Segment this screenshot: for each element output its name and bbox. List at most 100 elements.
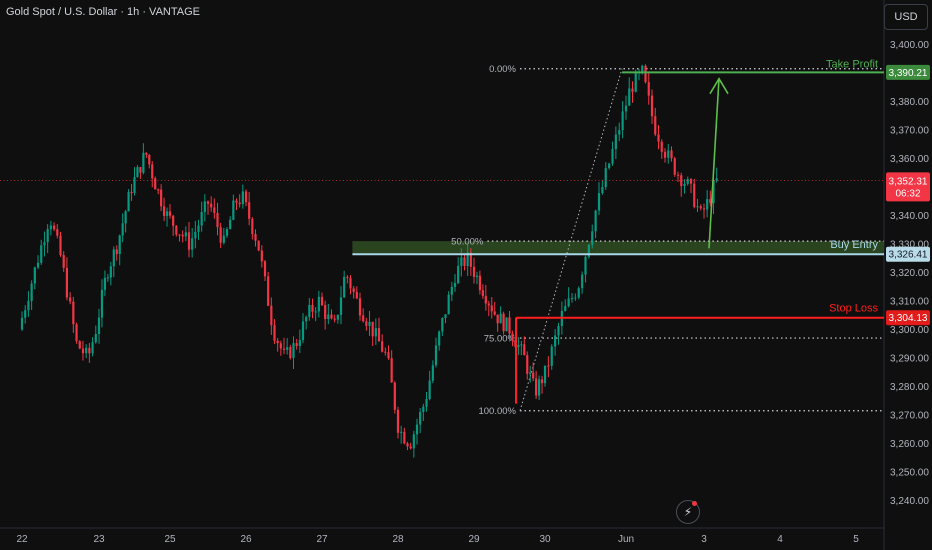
candle-body xyxy=(577,288,580,298)
candle-body xyxy=(621,111,624,131)
candle-body xyxy=(238,202,241,205)
candle-body xyxy=(490,305,493,312)
candle-body xyxy=(614,134,617,150)
candle-body xyxy=(206,201,210,204)
candle-body xyxy=(175,225,178,235)
candle-body xyxy=(327,314,330,320)
candle-body xyxy=(428,380,431,399)
candle-body xyxy=(618,130,621,135)
candle-body xyxy=(267,276,270,306)
stop-loss-label: Stop Loss xyxy=(829,303,878,315)
candle-body xyxy=(222,235,225,243)
candle-body xyxy=(62,255,65,268)
candle-body xyxy=(305,316,308,322)
price-tick-label: 3,300.00 xyxy=(890,325,929,336)
candle-body xyxy=(550,346,553,366)
time-tick-label: 28 xyxy=(392,534,404,545)
candle-body xyxy=(115,249,118,255)
candle-body xyxy=(320,296,324,306)
candle-body xyxy=(472,266,476,277)
candle-body xyxy=(597,193,601,211)
fib-level-label: 50.00% xyxy=(451,237,484,248)
candle-body xyxy=(118,235,121,255)
candle-body xyxy=(81,348,85,354)
candle-body xyxy=(693,183,696,208)
candle-body xyxy=(657,134,660,142)
candle-body xyxy=(100,289,104,318)
candle-body xyxy=(377,328,381,342)
candle-body xyxy=(570,297,574,299)
candle-body xyxy=(673,158,676,175)
candle-body xyxy=(181,234,184,237)
candle-body xyxy=(475,275,479,277)
price-tick-label: 3,330.00 xyxy=(890,240,929,251)
candle-body xyxy=(210,203,213,208)
time-tick-label: 27 xyxy=(316,534,328,545)
candle-body xyxy=(187,232,191,250)
candle-body xyxy=(40,245,43,263)
stop-loss-price-tag: 3,304.13 xyxy=(889,313,928,324)
candle-body xyxy=(219,227,222,243)
time-tick-label: 26 xyxy=(240,534,252,545)
candle-body xyxy=(529,372,532,374)
candle-body xyxy=(444,314,447,318)
candle-body xyxy=(484,296,487,304)
candle-body xyxy=(496,314,499,324)
candle-body xyxy=(537,379,541,396)
candle-body xyxy=(355,291,358,299)
candle-body xyxy=(493,311,496,315)
candle-body xyxy=(346,276,349,278)
take-profit-price-tag-bg xyxy=(886,64,930,80)
candle-body xyxy=(403,431,406,444)
candle-body xyxy=(200,212,203,226)
candle-body xyxy=(69,297,72,302)
symbol-title: Gold Spot / U.S. Dollar · 1h · VANTAGE xyxy=(6,6,200,18)
candle-body xyxy=(422,406,425,413)
currency-button[interactable]: USD xyxy=(884,4,928,30)
target-arrow-line xyxy=(708,78,720,249)
candle-body xyxy=(676,174,680,176)
candle-body xyxy=(628,88,631,106)
candle-body xyxy=(712,180,715,204)
candle-body xyxy=(142,152,145,173)
candle-body xyxy=(463,257,466,267)
candle-body xyxy=(248,202,251,219)
candle-body xyxy=(339,297,343,315)
candle-body xyxy=(574,297,577,299)
candle-body xyxy=(78,341,81,349)
price-tick-label: 3,260.00 xyxy=(890,439,929,450)
candle-body xyxy=(251,218,254,234)
candle-body xyxy=(257,240,260,251)
candle-body xyxy=(254,233,257,241)
candle-body xyxy=(333,318,336,320)
lightning-icon[interactable]: ⚡ xyxy=(676,500,700,524)
candle-body xyxy=(160,189,163,207)
candle-body xyxy=(168,211,172,216)
candle-body xyxy=(273,325,276,341)
candle-body xyxy=(400,431,403,433)
candle-body xyxy=(434,345,438,366)
candle-body xyxy=(554,335,557,347)
candle-body xyxy=(24,310,27,318)
buy-entry-price-tag: 3,326.41 xyxy=(889,250,928,261)
price-tick-label: 3,240.00 xyxy=(890,496,929,507)
candle-body xyxy=(94,334,97,343)
candle-body xyxy=(213,207,216,213)
candle-body xyxy=(172,215,175,226)
fib-level-label: 0.00% xyxy=(489,64,516,75)
candle-body xyxy=(594,210,597,232)
candle-body xyxy=(641,65,644,73)
candle-body xyxy=(406,443,409,447)
candle-body xyxy=(374,328,377,337)
time-tick-label: 30 xyxy=(539,534,551,545)
candle-body xyxy=(469,252,472,267)
candle-body xyxy=(165,211,169,216)
candle-body xyxy=(683,183,686,186)
candle-body xyxy=(279,343,282,349)
candle-body xyxy=(499,313,502,324)
candle-body xyxy=(505,317,508,332)
candle-body xyxy=(286,347,289,350)
candle-body xyxy=(393,382,396,410)
